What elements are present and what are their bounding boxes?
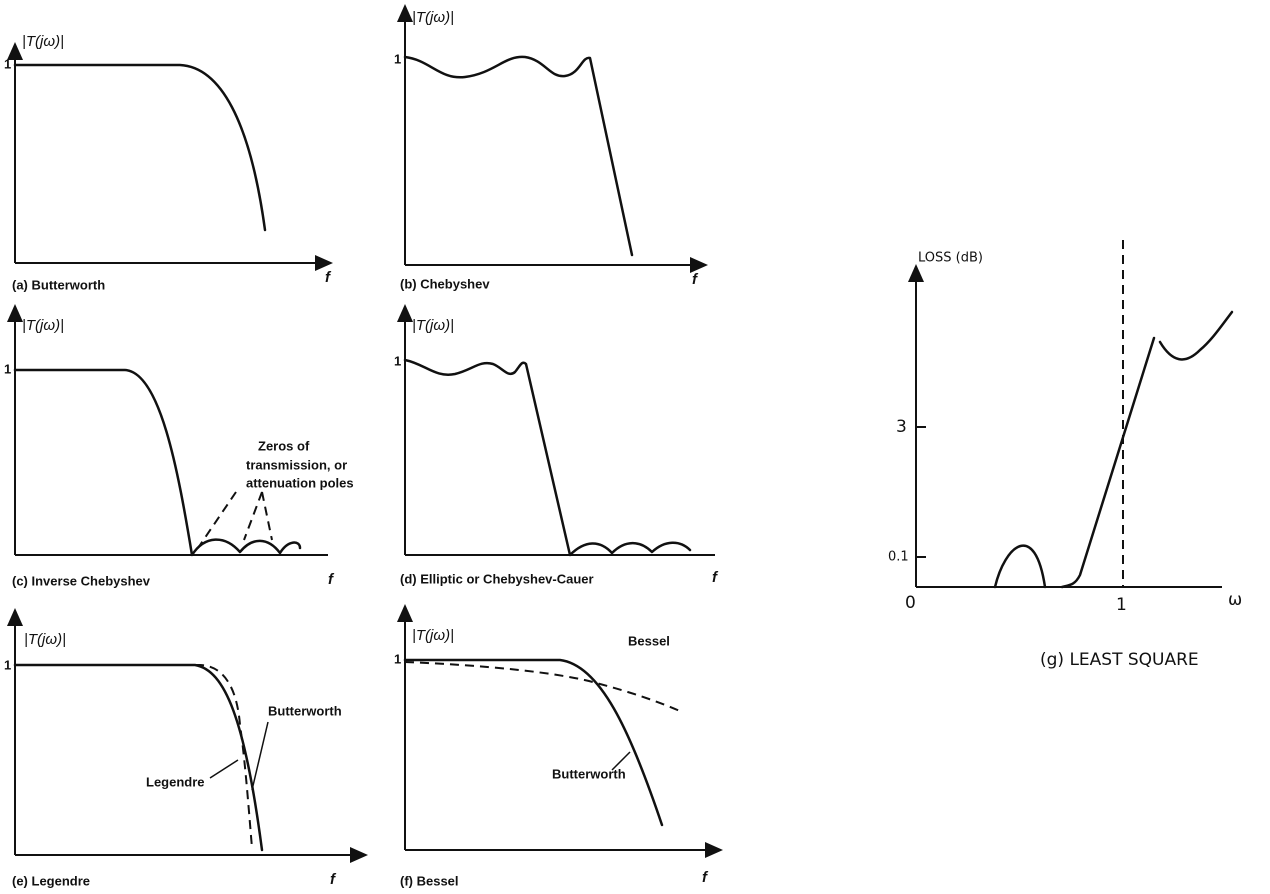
caption: (c) Inverse Chebyshev [12, 573, 151, 588]
y-tick: 0.1 [888, 550, 909, 565]
y-tick: 1 [4, 361, 11, 376]
curve-label: Legendre [146, 774, 205, 789]
y-tick: 1 [394, 353, 401, 368]
y-label: LOSS (dB) [918, 251, 983, 266]
caption: (b) Chebyshev [400, 276, 490, 291]
panel-b: |T(jω)| 1 f (b) Chebyshev [394, 9, 700, 291]
x-label: f [325, 269, 332, 286]
annotation: attenuation poles [246, 475, 354, 490]
y-tick: 1 [394, 51, 401, 66]
panel-g: LOSS (dB) 3 0.1 0 1 ω (g) LEAST SQUARE [888, 240, 1242, 670]
y-tick: 1 [394, 651, 401, 666]
y-tick: 1 [4, 657, 11, 672]
caption: (g) LEAST SQUARE [1040, 650, 1199, 670]
y-label: |T(jω)| [22, 33, 64, 50]
pointer [244, 492, 262, 540]
curve-legendre [15, 665, 252, 848]
y-label: |T(jω)| [412, 317, 454, 334]
figure: |T(jω)| 1 f (a) Butterworth |T(jω)| 1 f … [0, 0, 1270, 894]
y-label: |T(jω)| [22, 317, 64, 334]
annotation: Zeros of [258, 438, 310, 453]
y-tick: 3 [896, 417, 907, 437]
x-label: f [712, 569, 719, 586]
panel-f: |T(jω)| 1 f (f) Bessel Bessel Butterwort… [394, 612, 715, 888]
curve [405, 360, 690, 555]
leader [252, 722, 268, 790]
curve-label: Butterworth [268, 703, 342, 718]
curve [405, 57, 632, 255]
curve-bessel [405, 662, 682, 712]
x-label: f [330, 871, 337, 888]
curve [15, 65, 265, 230]
x-tick: 1 [1116, 595, 1127, 615]
panel-e: |T(jω)| 1 f (e) Legendre Butterworth Leg… [4, 616, 360, 888]
curve [1062, 338, 1154, 587]
panel-a: |T(jω)| 1 f (a) Butterworth [4, 33, 332, 292]
curve [1160, 312, 1232, 359]
pointer [262, 492, 272, 540]
y-label: |T(jω)| [412, 9, 454, 26]
y-label: |T(jω)| [412, 627, 454, 644]
caption: (d) Elliptic or Chebyshev-Cauer [400, 571, 594, 586]
curve [995, 546, 1045, 587]
curve-label: Butterworth [552, 766, 626, 781]
x-label: f [328, 571, 335, 588]
caption: (f) Bessel [400, 873, 459, 888]
panel-c: |T(jω)| 1 f (c) Inverse Chebyshev Zeros … [4, 312, 354, 588]
y-label: |T(jω)| [24, 631, 66, 648]
curve-label: Bessel [628, 633, 670, 648]
curve-butterworth [405, 660, 662, 825]
x-label: f [692, 271, 699, 288]
panel-d: |T(jω)| 1 f (d) Elliptic or Chebyshev-Ca… [394, 312, 719, 586]
annotation: transmission, or [246, 457, 347, 472]
x-label: ω [1228, 590, 1242, 610]
y-tick: 1 [4, 56, 11, 71]
x-tick: 0 [905, 593, 916, 613]
page: {"panels": [ {"y_label": "|T(jω)|", "y_t… [0, 0, 1270, 894]
caption: (a) Butterworth [12, 277, 105, 292]
caption: (e) Legendre [12, 873, 90, 888]
curve-butterworth [15, 665, 262, 850]
x-label: f [702, 869, 709, 886]
leader [210, 760, 238, 778]
